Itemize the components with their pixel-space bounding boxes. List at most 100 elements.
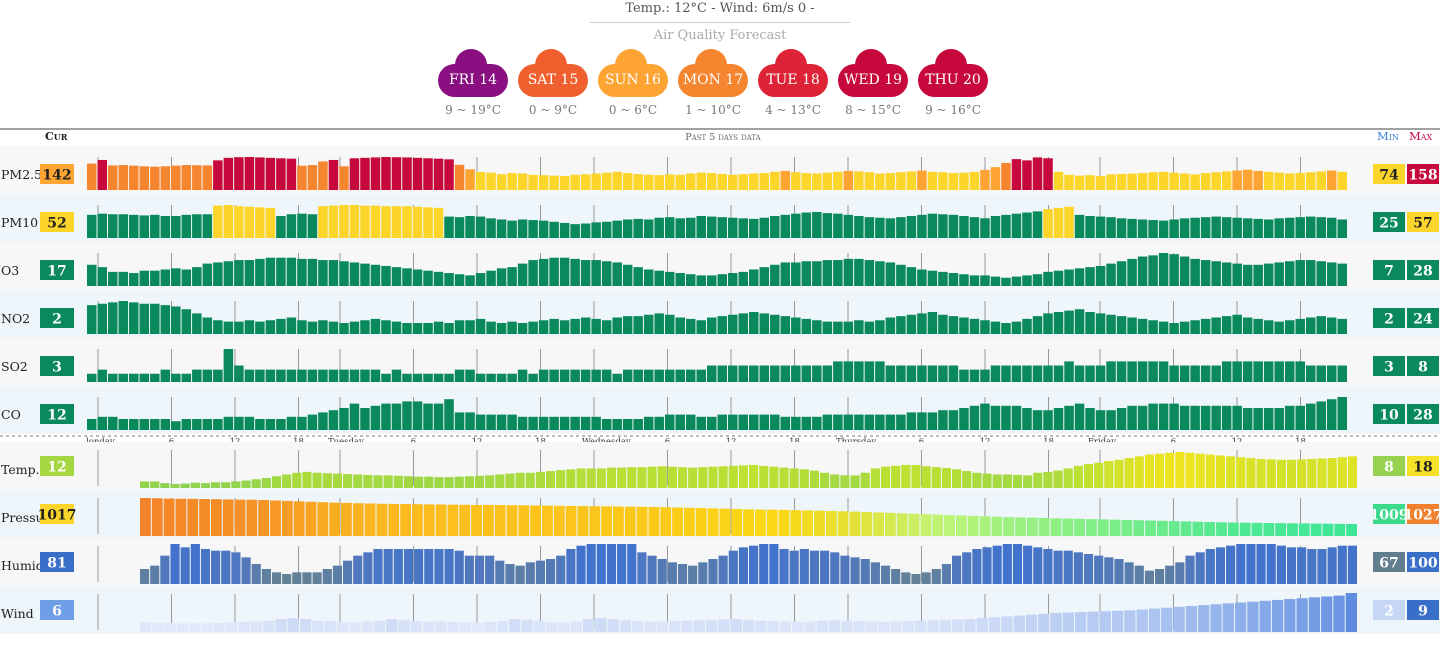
forecast-day-3[interactable]: MON 17 1 ~ 10°C: [678, 48, 748, 120]
bar-pm25-88: [1011, 159, 1022, 190]
forecast-day-0[interactable]: FRI 14 9 ~ 19°C: [438, 48, 508, 120]
bar-wind-60: [878, 622, 890, 632]
bar-temp-0: [140, 481, 150, 488]
bar-pressure-68: [944, 515, 955, 536]
bar-so2-33: [433, 373, 444, 382]
bar-temp-10: [241, 480, 251, 488]
bar-no2-86: [990, 321, 1001, 335]
bar-o3-20: [297, 258, 307, 286]
bar-o3-58: [696, 275, 706, 286]
bar-pm25-62: [738, 174, 749, 190]
bar-pressure-26: [447, 504, 459, 536]
bar-so2-73: [854, 361, 864, 383]
bar-pressure-25: [435, 504, 447, 536]
bar-co-5: [139, 419, 150, 430]
bar-temp-5: [190, 482, 200, 488]
bar-no2-95: [1085, 312, 1095, 334]
bar-co-95: [1085, 408, 1095, 430]
cur-value-3: 2: [52, 312, 62, 328]
bar-co-77: [896, 414, 906, 430]
bar-co-94: [1074, 403, 1085, 430]
weather-min-value-0: 8: [1384, 460, 1394, 476]
bar-pm10-97: [1106, 217, 1116, 238]
bar-no2-12: [213, 320, 223, 334]
bar-pm10-56: [675, 218, 685, 238]
bar-co-32: [423, 403, 433, 430]
bar-pressure-86: [1156, 520, 1168, 536]
bar-humidity-36: [505, 564, 515, 584]
bar-so2-78: [906, 365, 917, 382]
bar-humidity-11: [251, 564, 261, 584]
bar-pm25-15: [244, 157, 255, 190]
bar-so2-75: [875, 361, 885, 383]
bar-so2-46: [570, 369, 580, 383]
bar-humidity-86: [1012, 544, 1023, 584]
bar-no2-107: [1211, 317, 1221, 334]
bar-pm25-60: [717, 173, 728, 190]
bar-wind-58: [853, 621, 865, 632]
bar-pressure-47: [695, 508, 707, 536]
bar-temp-78: [931, 467, 941, 488]
bar-no2-67: [791, 317, 801, 334]
bar-pm10-110: [1242, 218, 1253, 238]
bar-temp-96: [1114, 459, 1124, 488]
bar-pm25-49: [601, 172, 612, 190]
bar-wind-0: [140, 622, 152, 632]
min-value-2: 7: [1384, 264, 1394, 280]
bar-pressure-2: [163, 498, 175, 536]
bar-pm10-94: [1074, 214, 1085, 238]
bar-pm25-89: [1022, 160, 1032, 190]
forecast-day-1[interactable]: SAT 15 0 ~ 9°C: [518, 48, 588, 120]
bar-pm25-55: [664, 174, 675, 190]
forecast-day-6[interactable]: THU 20 9 ~ 16°C: [918, 48, 988, 120]
bar-wind-65: [939, 619, 951, 632]
bar-humidity-96: [1114, 559, 1124, 584]
bar-pm10-90: [1032, 211, 1043, 238]
forecast-day-2[interactable]: SUN 16 0 ~ 6°C: [598, 48, 668, 120]
weather-row-label-3: Wind: [1, 606, 34, 621]
bar-o3-89: [1022, 275, 1032, 286]
bar-o3-62: [738, 271, 749, 286]
bar-no2-118: [1326, 317, 1337, 334]
bar-temp-102: [1175, 452, 1185, 488]
bar-no2-59: [706, 317, 717, 334]
bar-no2-32: [423, 323, 433, 334]
forecast-day-label: MON 17: [682, 72, 744, 88]
bar-no2-41: [517, 323, 528, 334]
bar-pm25-41: [517, 173, 528, 190]
bar-so2-41: [517, 369, 528, 383]
bar-so2-115: [1295, 361, 1305, 383]
bar-humidity-68: [830, 552, 840, 584]
bar-pressure-33: [530, 505, 542, 536]
bar-wind-74: [1050, 612, 1062, 632]
bar-co-34: [444, 399, 454, 430]
forecast-day-4[interactable]: TUE 18 4 ~ 13°C: [758, 48, 828, 120]
bar-wind-77: [1087, 611, 1099, 632]
bar-o3-19: [286, 257, 297, 286]
bar-no2-89: [1022, 318, 1032, 335]
bar-humidity-104: [1195, 552, 1205, 584]
bar-pm10-89: [1022, 212, 1032, 238]
bar-co-60: [717, 414, 728, 430]
bar-temp-85: [1002, 474, 1012, 488]
bar-wind-34: [558, 622, 570, 632]
bar-pm10-82: [948, 214, 959, 238]
bar-humidity-55: [698, 562, 708, 584]
bar-humidity-65: [799, 549, 809, 584]
bar-pm10-18: [276, 216, 286, 238]
bar-no2-94: [1074, 309, 1085, 334]
bar-pm10-0: [87, 214, 97, 238]
bar-wind-90: [1247, 601, 1259, 632]
bar-wind-84: [1173, 606, 1185, 632]
bar-humidity-76: [911, 574, 921, 584]
bar-so2-61: [728, 365, 738, 382]
bar-pm25-34: [444, 159, 454, 190]
bar-wind-57: [841, 620, 853, 632]
bar-no2-51: [622, 316, 633, 335]
bar-humidity-16: [302, 572, 312, 584]
bar-humidity-112: [1276, 545, 1286, 584]
bar-humidity-30: [444, 549, 454, 584]
bar-pm10-50: [612, 220, 622, 238]
forecast-day-5[interactable]: WED 19 8 ~ 15°C: [838, 48, 908, 120]
bar-temp-53: [677, 467, 688, 488]
